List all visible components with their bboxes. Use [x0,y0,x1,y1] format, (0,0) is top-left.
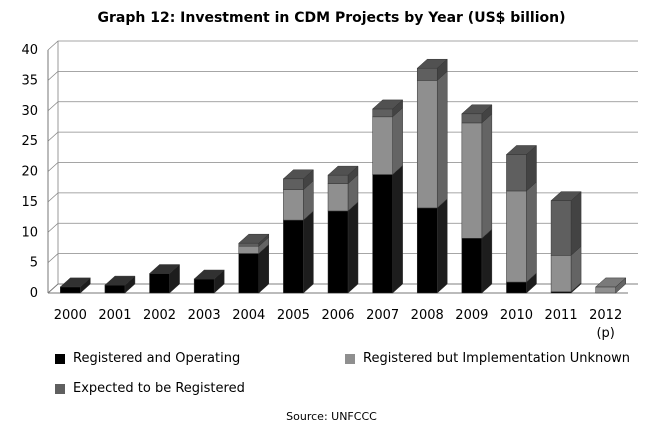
gridline [47,131,638,142]
bar-2011-s1 [550,255,572,293]
bar-2009-s2 [461,113,483,124]
y-tick-label: 25 [21,134,38,149]
x-tick-label: 2011 [545,308,578,323]
y-tick-label: 10 [21,225,38,240]
legend-item-registered-operating: Registered and Operating [55,351,240,366]
bar-2011-s2 [550,200,572,256]
bar-2010-s0 [506,281,527,294]
bar-2004-s1 [238,245,260,254]
x-tick-label: 2004 [232,308,265,323]
legend-label-expected-registered: Expected to be Registered [73,381,245,396]
bar-2005-s1 [283,189,304,221]
bar-2008-s1 [416,80,438,209]
bar-2002-s0 [149,273,170,294]
bar-2007-s1 [372,116,393,175]
legend-item-implementation-unknown: Registered but Implementation Unknown [345,351,630,366]
x-tick-sublabel: (p) [596,326,614,341]
bar-side-2007-s0 [392,164,403,294]
bar-2008-s2 [416,67,438,81]
bar-top-2002 [148,264,181,274]
gridline [47,101,638,112]
bar-2001-s0 [104,284,126,294]
x-tick-label: 2010 [500,308,533,323]
x-tick-label: 2012 [589,308,622,323]
bar-2004-s2 [238,242,260,247]
bar-top-2010 [505,145,538,155]
x-tick-label: 2007 [366,308,399,323]
bar-2007-s0 [372,174,393,294]
bar-side-2005-s0 [303,210,314,294]
bar-top-2012 [595,277,627,288]
bar-side-2008-s1 [436,70,448,209]
x-tick-label: 2000 [54,308,87,323]
bar-top-2007 [371,99,404,110]
bar-2004-s0 [238,253,260,294]
y-tick-label: 20 [21,165,38,180]
bar-side-2010-s1 [526,181,537,283]
bar-2000-s0 [60,286,81,294]
bar-top-2001 [104,275,136,286]
y-tick-label: 40 [21,43,38,58]
y-tick-label: 35 [21,73,38,88]
x-tick-label: 2003 [188,308,221,323]
bar-2010-s1 [506,190,527,283]
bar-side-2009-s1 [481,113,493,239]
x-tick-label: 2006 [321,308,354,323]
bar-2009-s1 [461,122,483,239]
bar-2005-s2 [283,178,304,190]
gridline [47,70,638,81]
legend-swatch-implementation-unknown [345,353,355,364]
chart-title: Graph 12: Investment in CDM Projects by … [97,10,566,26]
x-tick-label: 2005 [277,308,310,323]
bar-top-2006 [327,165,359,176]
legend-label-registered-operating: Registered and Operating [73,351,241,366]
bar-top-2008 [416,58,448,69]
legend-swatch-expected-registered [55,383,65,394]
bar-2007-s2 [372,108,393,118]
y-tick-label: 15 [21,195,38,210]
bar-side-2008-s0 [436,198,448,294]
x-tick-label: 2009 [455,308,488,323]
bar-side-2006-s0 [347,201,359,294]
source-note: Source: UNFCCC [286,410,377,423]
bar-side-2007-s1 [392,107,403,176]
bar-2012-s1 [595,286,616,294]
y-tick-label: 30 [21,104,38,119]
bar-top-2009 [461,104,493,115]
bar-top-2004 [238,233,270,244]
legend-item-expected-registered: Expected to be Registered [55,381,245,396]
bar-2006-s0 [327,210,349,294]
x-tick-label: 2002 [143,308,176,323]
x-tick-label: 2008 [411,308,444,323]
bar-2009-s0 [461,238,483,294]
y-tick-label: 5 [30,256,38,271]
legend-label-implementation-unknown: Registered but Implementation Unknown [363,351,631,366]
bar-side-2009-s0 [481,228,493,294]
bar-side-2011-s2 [570,191,582,256]
bar-top-2005 [282,169,315,180]
bar-top-2011 [550,191,582,201]
bar-2006-s2 [327,174,349,184]
bar-2010-s2 [506,154,527,192]
bar-2006-s1 [327,183,349,212]
bar-2003-s0 [193,278,215,294]
legend-swatch-registered-operating [55,353,65,364]
bar-top-2003 [193,269,225,280]
gridline [47,40,638,51]
bar-2005-s0 [283,219,304,294]
bar-2008-s0 [416,207,438,294]
y-tick-label: 0 [30,286,38,301]
bar-top-2000 [59,277,91,288]
x-tick-label: 2001 [98,308,131,323]
